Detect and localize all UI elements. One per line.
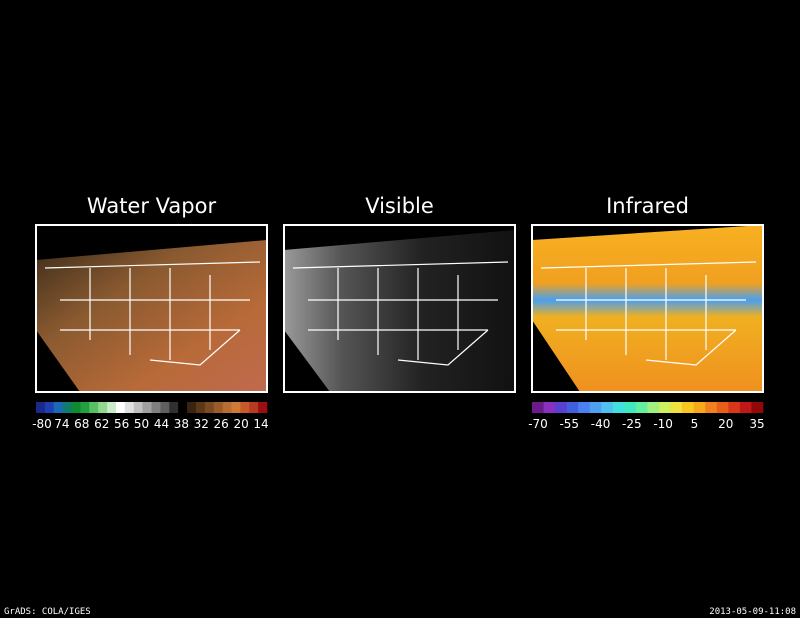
colorbar-swatch	[612, 402, 625, 413]
colorbar-swatch	[659, 402, 671, 413]
colorbar-swatch	[142, 402, 152, 413]
colorbar-label: 20	[718, 417, 733, 431]
colorbar-swatch	[231, 402, 241, 413]
colorbar-swatch	[169, 402, 179, 413]
colorbar-swatch	[71, 402, 81, 413]
panel-title: Visible	[365, 194, 434, 218]
state-lines	[540, 261, 757, 366]
colorbar-swatch	[566, 402, 579, 413]
colorbar-swatch	[53, 402, 63, 413]
colorbar-swatch	[682, 402, 694, 413]
colorbar-swatch	[258, 402, 268, 413]
map-visible	[283, 224, 516, 393]
map-frame	[283, 224, 516, 393]
colorbar-label: 74	[54, 417, 69, 431]
colorbar-swatch	[151, 402, 161, 413]
state-lines	[292, 261, 509, 366]
colorbar-swatch	[728, 402, 741, 413]
colorbar-swatch	[555, 402, 567, 413]
map-image	[36, 240, 267, 392]
colorbar-swatch	[578, 402, 591, 413]
colorbar-swatch	[133, 402, 143, 413]
state-lines	[44, 261, 261, 366]
panel-title: Infrared	[606, 194, 689, 218]
colorbar-swatch	[647, 402, 660, 413]
colorbar-label: 44	[154, 417, 169, 431]
map-water-vapor	[35, 224, 268, 393]
colorbar-label: 32	[194, 417, 209, 431]
colorbar-swatch	[98, 402, 108, 413]
colorbar-swatch	[532, 402, 544, 413]
colorbar-label: 56	[114, 417, 129, 431]
colorbar-swatch	[124, 402, 135, 413]
colorbar-label: -40	[591, 417, 611, 431]
colorbar-label: 5	[691, 417, 699, 431]
colorbar-label: 62	[94, 417, 109, 431]
colorbar-label: 26	[214, 417, 229, 431]
colorbar-swatch	[635, 402, 648, 413]
map-frame	[531, 224, 764, 393]
colorbar-swatch	[240, 402, 250, 413]
colorbar-label: 68	[74, 417, 89, 431]
colorbar-label: -10	[653, 417, 673, 431]
colorbar-swatch	[89, 402, 99, 413]
footer-right: 2013-05-09-11:08	[709, 607, 796, 617]
colorbar-swatch	[160, 402, 170, 413]
colorbar-swatch	[543, 402, 556, 413]
panel-title: Water Vapor	[87, 194, 217, 218]
colorbar-swatch	[204, 402, 214, 413]
colorbar-swatch	[178, 402, 188, 413]
colorbar-label: -25	[622, 417, 642, 431]
colorbar-swatch	[751, 402, 764, 413]
colorbar-swatch	[624, 402, 637, 413]
map-infrared	[531, 224, 764, 393]
colorbar-swatch	[739, 402, 752, 413]
colorbar-swatch	[670, 402, 683, 413]
map-frame	[35, 224, 268, 393]
colorbar-swatch	[195, 402, 206, 413]
map-image	[284, 230, 515, 392]
colorbar-swatch	[36, 402, 46, 413]
colorbar-label: 50	[134, 417, 149, 431]
colorbar-label: -70	[528, 417, 548, 431]
colorbar-label: -55	[559, 417, 579, 431]
colorbar-swatch	[213, 402, 223, 413]
map-image	[532, 225, 763, 392]
colorbar-swatch	[705, 402, 718, 413]
colorbar-swatch	[601, 402, 614, 413]
colorbar-label: 14	[253, 417, 268, 431]
colorbar-swatch	[62, 402, 72, 413]
colorbar-label: -80	[32, 417, 52, 431]
colorbar-swatch	[222, 402, 232, 413]
colorbar-label: 20	[233, 417, 248, 431]
colorbar-label: 35	[749, 417, 764, 431]
colorbar-swatch	[693, 402, 706, 413]
colorbar-swatch	[187, 402, 197, 413]
colorbar-swatch	[107, 402, 117, 413]
colorbar-label: 38	[174, 417, 189, 431]
colorbar-swatch	[249, 402, 259, 413]
colorbar-swatch	[44, 402, 55, 413]
colorbar-swatch	[80, 402, 90, 413]
colorbar-swatch	[589, 402, 602, 413]
colorbar-swatch	[115, 402, 126, 413]
colorbar-swatch	[716, 402, 729, 413]
footer-left: GrADS: COLA/IGES	[4, 607, 91, 617]
